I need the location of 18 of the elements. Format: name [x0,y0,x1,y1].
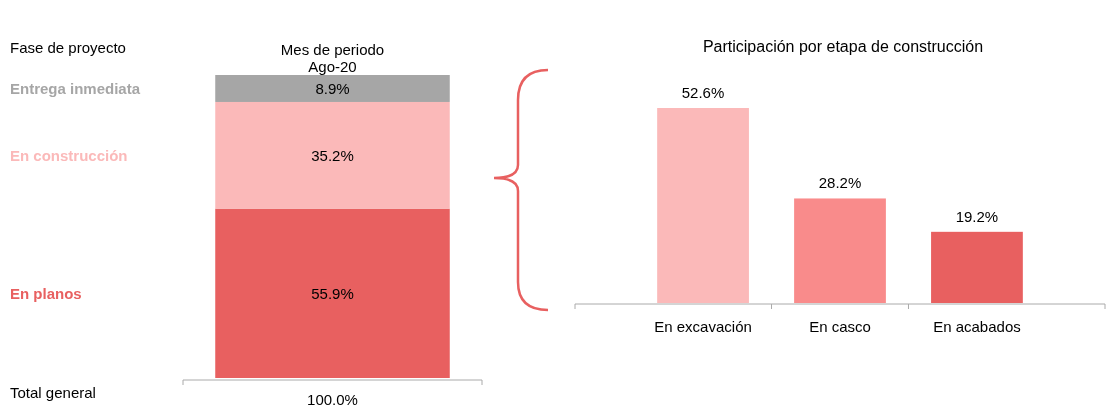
chart-subtitle: Ago-20 [308,58,357,75]
chart-title: Mes de periodo [280,41,385,58]
data-label: 28.2% [818,174,862,192]
legend-title: Fase de proyecto [10,39,126,56]
x-tick-label: En excavación [654,318,752,335]
data-label: 35.2% [311,147,354,165]
data-label: 52.6% [681,84,725,101]
text: Entrega inmediata [10,80,141,98]
total-label: 100.0% [307,391,358,408]
data-label: 8.9% [315,80,350,98]
x-tick-label: En acabados [933,318,1021,335]
chart-title: Participación por etapa de construcción [702,38,984,55]
text: En construcción [10,147,128,165]
text: Total general [10,384,96,401]
text: En planos [10,285,82,303]
data-label: 19.2% [955,207,999,225]
x-tick-label: En casco [809,318,871,335]
data-label: 55.9% [311,285,354,303]
